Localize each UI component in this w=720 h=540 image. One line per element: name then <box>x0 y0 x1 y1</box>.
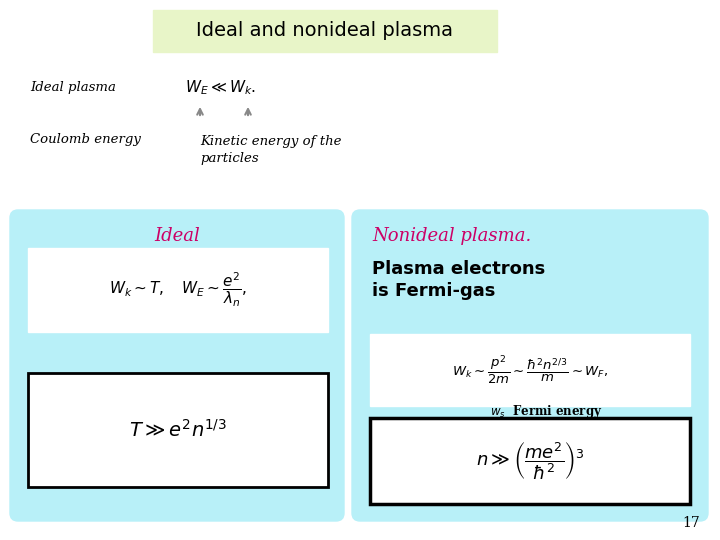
Text: $W_E \ll W_k.$: $W_E \ll W_k.$ <box>185 79 256 97</box>
Text: 17: 17 <box>683 516 700 530</box>
FancyBboxPatch shape <box>370 334 690 406</box>
Text: Ideal and nonideal plasma: Ideal and nonideal plasma <box>197 22 454 40</box>
Text: $W_k \sim T, \quad W_E \sim \dfrac{e^2}{\lambda_n},$: $W_k \sim T, \quad W_E \sim \dfrac{e^2}{… <box>109 271 247 309</box>
FancyBboxPatch shape <box>10 210 344 521</box>
Text: Ideal: Ideal <box>154 227 200 245</box>
FancyBboxPatch shape <box>370 418 690 504</box>
Text: Ideal plasma: Ideal plasma <box>30 82 116 94</box>
Text: $W_k \sim \dfrac{p^2}{2m} \sim \dfrac{\hbar^2 n^{2/3}}{m} \sim W_F,$: $W_k \sim \dfrac{p^2}{2m} \sim \dfrac{\h… <box>452 354 608 386</box>
Text: Nonideal plasma.: Nonideal plasma. <box>372 227 531 245</box>
Text: $T \gg e^2 n^{1/3}$: $T \gg e^2 n^{1/3}$ <box>129 419 227 441</box>
Text: $w_s$  Fermi energy: $w_s$ Fermi energy <box>490 403 603 421</box>
FancyBboxPatch shape <box>28 248 328 332</box>
Text: Kinetic energy of the
particles: Kinetic energy of the particles <box>200 135 341 165</box>
Text: $n \gg \left(\dfrac{me^2}{\hbar^2}\right)^3$: $n \gg \left(\dfrac{me^2}{\hbar^2}\right… <box>475 440 585 482</box>
Text: Plasma electrons
is Fermi-gas: Plasma electrons is Fermi-gas <box>372 260 545 300</box>
FancyBboxPatch shape <box>28 373 328 487</box>
Text: Coulomb energy: Coulomb energy <box>30 133 141 146</box>
FancyBboxPatch shape <box>352 210 708 521</box>
FancyBboxPatch shape <box>153 10 497 52</box>
